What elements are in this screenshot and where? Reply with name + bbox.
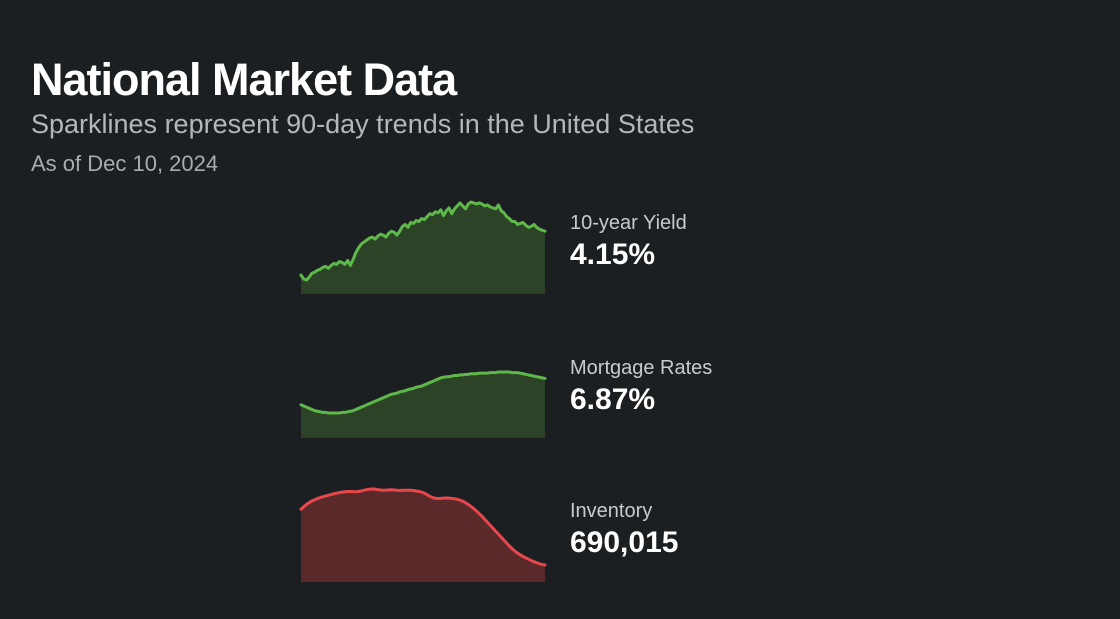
as-of-date: As of Dec 10, 2024: [31, 151, 219, 176]
inventory-label: Inventory: [570, 500, 653, 522]
sparkline-line-yield: [299, 200, 547, 282]
sparkline-row-yield: 10-year Yield 4.15%: [299, 200, 821, 300]
sparkline-row-inventory: Inventory 690,015: [299, 484, 821, 584]
page-title: National Market Data: [31, 54, 457, 105]
sparkline-line-inventory: [299, 487, 547, 567]
sparkline-yield: [299, 200, 547, 294]
yield-label: 10-year Yield: [570, 212, 687, 234]
mortgage-label: Mortgage Rates: [570, 357, 713, 379]
sparkline-area-mortgage: [301, 372, 545, 438]
sparkline-mortgage: [299, 370, 547, 438]
sparkline-line-mortgage: [299, 370, 547, 415]
sparkline-row-mortgage: Mortgage Rates 6.87%: [299, 357, 821, 466]
page-subtitle: Sparklines represent 90-day trends in th…: [31, 109, 695, 139]
sparkline-area-inventory: [301, 489, 545, 582]
inventory-value: 690,015: [570, 526, 679, 559]
mortgage-value: 6.87%: [570, 383, 656, 416]
sparkline-inventory: [299, 487, 547, 582]
sparkline-area-yield: [301, 202, 545, 294]
yield-value: 4.15%: [570, 238, 656, 271]
header: National Market Data Sparklines represen…: [31, 54, 694, 178]
